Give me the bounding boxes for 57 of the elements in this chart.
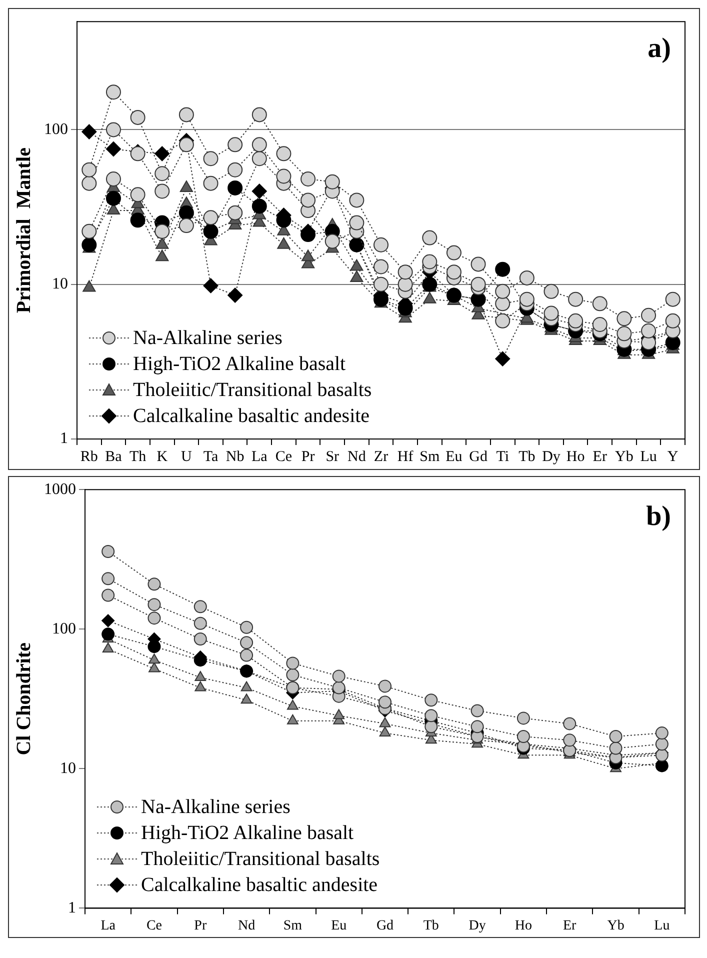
x-tick-label: Eu (446, 448, 463, 465)
x-tick-label: Nd (348, 448, 366, 465)
legend-label: Calcalkaline basaltic andesite (141, 873, 378, 898)
x-tick-label: La (100, 918, 116, 934)
x-tick-label: Ti (496, 448, 510, 465)
y-tick-label: 100 (52, 620, 76, 638)
x-tick-label: Th (129, 448, 147, 465)
y-axis-title: Cl Chondrite (13, 642, 36, 756)
y-tick-label: 1 (68, 899, 76, 916)
x-tick-label: Er (563, 918, 577, 934)
x-tick-label: Tb (518, 448, 536, 465)
legend-label: Calcalkaline basaltic andesite (133, 404, 370, 429)
x-tick-label: K (156, 448, 168, 465)
x-tick-label: Dy (468, 918, 486, 934)
x-tick-label: Er (592, 448, 607, 465)
y-tick-label: 10 (60, 760, 76, 777)
x-tick-label: Nd (238, 918, 256, 934)
x-tick-label: Hf (397, 448, 414, 465)
x-tick-label: Zr (374, 448, 388, 465)
y-tick-label: 1 (60, 430, 68, 448)
x-tick-label: Ho (514, 918, 532, 934)
legend-label: Na-Alkaline series (141, 795, 290, 820)
annotation: a) (648, 32, 671, 64)
x-tick-label: Rb (80, 448, 98, 465)
y-tick-label: 100 (44, 120, 68, 138)
legend-label: High-TiO2 Alkaline basalt (133, 352, 346, 377)
y-axis-title: Primordial Mantle (13, 147, 36, 314)
x-tick-label: Y (667, 448, 678, 465)
x-tick-label: Gd (469, 448, 488, 465)
x-tick-label: Lu (654, 918, 670, 934)
x-tick-label: Yb (615, 448, 634, 465)
x-tick-label: Yb (607, 918, 624, 934)
legend-label: Tholeiitic/Transitional basalts (133, 378, 372, 403)
x-tick-label: Sm (283, 918, 302, 934)
x-tick-label: Ce (275, 448, 292, 465)
x-tick-label: U (181, 448, 192, 465)
annotation: b) (646, 500, 671, 532)
x-tick-label: Ta (203, 448, 218, 465)
x-tick-label: La (251, 448, 268, 465)
y-tick-label: 1000 (44, 480, 76, 498)
x-tick-label: Dy (542, 448, 561, 465)
legend-label: High-TiO2 Alkaline basalt (141, 821, 354, 846)
x-tick-label: Ce (146, 918, 162, 934)
x-tick-label: Gd (376, 918, 394, 934)
x-tick-label: Sm (420, 448, 440, 465)
y-tick-label: 10 (52, 276, 68, 293)
legend-label: Tholeiitic/Transitional basalts (141, 847, 380, 872)
x-tick-label: Pr (301, 448, 315, 465)
x-tick-label: Eu (331, 918, 347, 934)
x-tick-label: Ho (566, 448, 585, 465)
legend-label: Na-Alkaline series (133, 326, 282, 351)
x-tick-label: Nb (226, 448, 244, 465)
x-tick-label: Tb (423, 918, 439, 934)
x-tick-label: Pr (194, 918, 207, 934)
x-tick-label: Ba (105, 448, 122, 465)
x-tick-label: Sr (326, 448, 340, 465)
x-tick-label: Lu (640, 448, 658, 465)
